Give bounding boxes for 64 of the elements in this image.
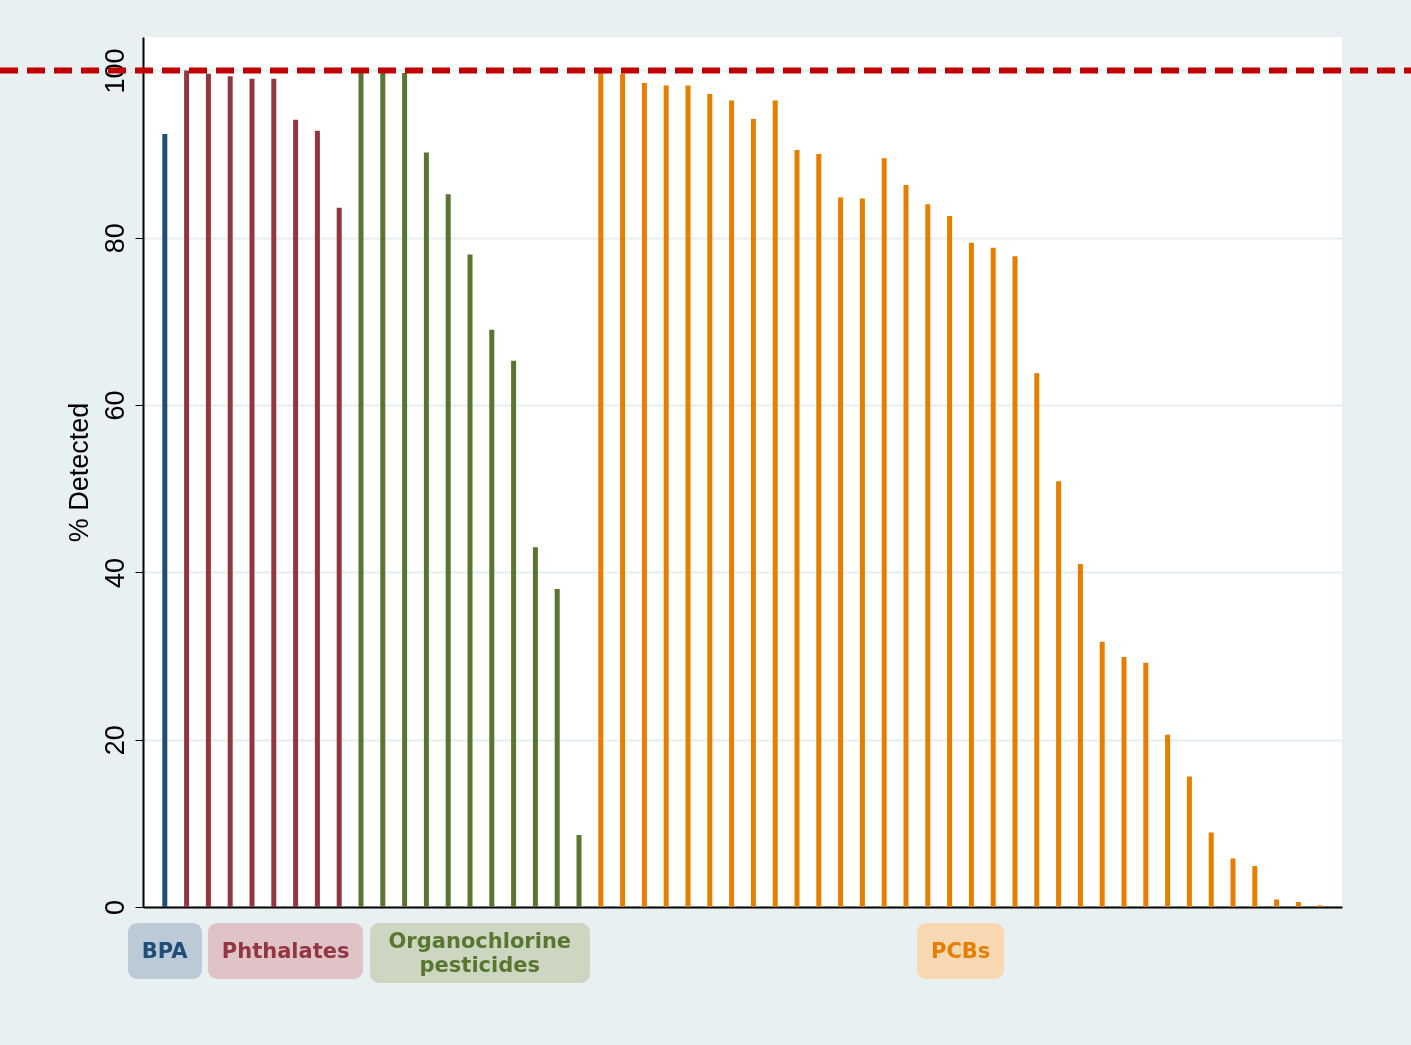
- bar: [423, 152, 429, 907]
- bar: [1295, 901, 1301, 907]
- bar: [1077, 564, 1083, 907]
- bar: [750, 118, 756, 907]
- bar: [205, 73, 211, 907]
- bar: [620, 73, 626, 907]
- bar: [1186, 776, 1192, 907]
- bar: [576, 835, 582, 907]
- bar: [881, 158, 887, 907]
- bar: [685, 85, 691, 907]
- bar: [1274, 899, 1280, 907]
- bar: [859, 198, 865, 907]
- bar: [838, 197, 844, 907]
- bar: [925, 204, 931, 907]
- bar: [1012, 256, 1018, 907]
- bar: [184, 70, 190, 907]
- series-label: Organochlorine pesticides: [369, 923, 590, 983]
- bar: [968, 242, 974, 907]
- bar: [1252, 866, 1258, 907]
- bar: [554, 589, 560, 907]
- bar: [663, 85, 669, 907]
- bar: [1034, 373, 1040, 907]
- bar: [1056, 481, 1062, 907]
- bar: [380, 72, 386, 907]
- bar: [816, 154, 822, 907]
- bar: [1165, 734, 1171, 907]
- bar: [1121, 656, 1127, 907]
- y-tick-label: 60: [99, 390, 130, 421]
- bar: [227, 76, 233, 907]
- bar: [336, 207, 342, 907]
- y-tick-label: 100: [99, 48, 130, 94]
- bar: [1143, 662, 1149, 907]
- bar: [598, 71, 604, 907]
- y-tick-label: 80: [99, 223, 130, 254]
- series-label: PCBs: [917, 923, 1005, 979]
- y-tick-label: 40: [99, 557, 130, 588]
- y-tick-label: 20: [99, 725, 130, 756]
- bar: [1208, 832, 1214, 907]
- series-label: Phthalates: [207, 923, 364, 979]
- bar: [707, 93, 713, 907]
- bar: [314, 130, 320, 907]
- bar: [772, 100, 778, 907]
- series-label: BPA: [127, 923, 202, 979]
- bar: [1230, 858, 1236, 907]
- bar: [162, 134, 168, 907]
- y-tick-label: 0: [99, 899, 130, 916]
- bar: [532, 547, 538, 907]
- y-axis-title: % Detected: [63, 402, 94, 543]
- bar: [990, 247, 996, 907]
- bar: [489, 329, 495, 907]
- bar: [467, 254, 473, 907]
- bar: [1099, 641, 1105, 907]
- bar: [249, 78, 255, 907]
- bar: [402, 72, 408, 907]
- bar: [794, 149, 800, 907]
- bar: [511, 360, 517, 907]
- bar: [641, 83, 647, 907]
- bar: [445, 194, 451, 907]
- bar: [271, 78, 277, 907]
- bar: [358, 72, 364, 907]
- bar: [947, 216, 953, 907]
- bar: [293, 119, 299, 907]
- bar: [903, 185, 909, 907]
- bar: [729, 100, 735, 907]
